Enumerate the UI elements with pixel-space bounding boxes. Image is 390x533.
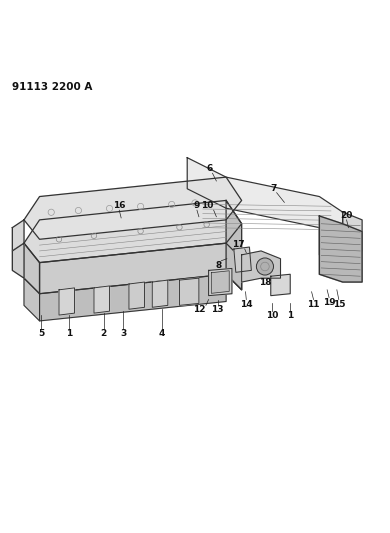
Polygon shape [226,200,242,290]
Text: 4: 4 [159,329,165,338]
Text: 3: 3 [120,329,126,338]
Text: 19: 19 [323,297,335,306]
Polygon shape [39,243,242,294]
Text: 8: 8 [215,261,222,270]
Polygon shape [12,243,24,278]
Polygon shape [24,278,39,321]
Text: 17: 17 [232,240,245,249]
Polygon shape [24,177,242,239]
Text: 10: 10 [266,311,278,320]
Polygon shape [319,216,362,282]
Text: 5: 5 [38,329,44,338]
Text: 9: 9 [194,201,200,210]
Text: 13: 13 [211,305,224,314]
Polygon shape [94,286,110,313]
Circle shape [256,258,273,275]
Polygon shape [187,158,343,239]
Polygon shape [319,228,343,266]
Text: 14: 14 [240,300,253,309]
Text: 18: 18 [259,278,272,287]
Polygon shape [179,278,199,305]
Text: 11: 11 [307,300,320,309]
Polygon shape [12,220,24,251]
Polygon shape [209,269,232,296]
Polygon shape [242,251,280,282]
Polygon shape [24,243,39,294]
Text: 1: 1 [66,329,72,338]
Text: 6: 6 [206,164,213,173]
Text: 10: 10 [201,201,214,210]
Polygon shape [129,282,144,309]
Polygon shape [152,280,168,308]
Text: 91113 2200 A: 91113 2200 A [12,82,93,92]
Text: 2: 2 [101,329,107,338]
Polygon shape [234,247,251,272]
Polygon shape [343,212,362,251]
Polygon shape [39,274,226,321]
Polygon shape [211,271,229,293]
Polygon shape [271,274,290,296]
Text: 20: 20 [340,211,353,220]
Text: 1: 1 [287,311,293,320]
Text: 12: 12 [193,305,206,314]
Text: 7: 7 [270,184,277,192]
Polygon shape [24,200,242,263]
Text: 16: 16 [113,201,126,210]
Polygon shape [59,288,74,315]
Text: 15: 15 [333,300,345,309]
